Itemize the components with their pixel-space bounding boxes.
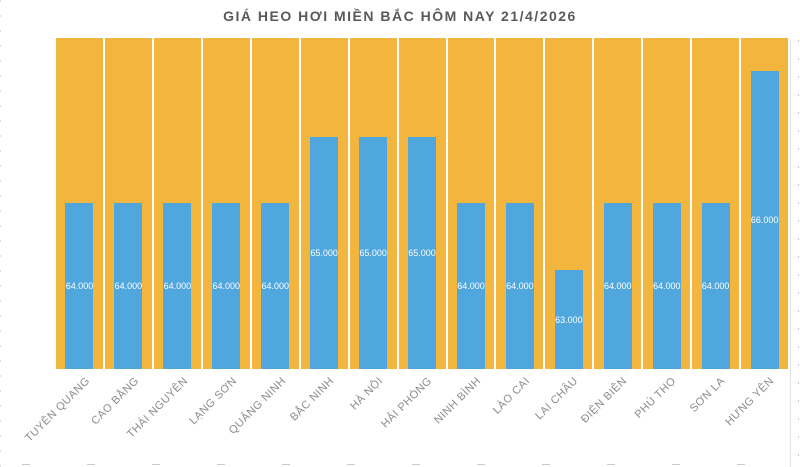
bar-value-label: 64.000 — [65, 281, 94, 291]
bar-7[interactable]: 65.000 — [408, 137, 437, 369]
bar-9[interactable]: 64.000 — [505, 203, 534, 369]
bar-value-label: 65.000 — [359, 248, 387, 258]
category-slot: 64.000 — [692, 38, 742, 369]
spreadsheet-gridline-right — [790, 40, 791, 467]
plot-area[interactable]: 64.000 64.000 64.000 64.000 64.000 65.000 65.0… — [56, 38, 788, 369]
bar-value-label: 63.000 — [555, 314, 583, 325]
x-axis-label: LAI CHÂU — [533, 375, 581, 423]
bar-11[interactable]: 64.000 — [603, 203, 632, 369]
bar-6[interactable]: 65.000 — [359, 137, 388, 369]
spreadsheet-gridline-marks-bottom — [0, 464, 800, 465]
category-slot: 64.000 — [643, 38, 693, 369]
x-axis-label: LÀO CAI — [490, 375, 533, 417]
bar-5[interactable]: 65.000 — [310, 137, 339, 369]
category-slot: 64.000 — [252, 38, 301, 369]
bar-value-label: 64.000 — [652, 281, 681, 291]
spreadsheet-gridline-marks-left — [0, 0, 1, 467]
x-axis-label: QUẢNG NINH — [226, 375, 289, 437]
x-axis-label: SƠN LA — [687, 375, 728, 415]
bar-value-label: 64.000 — [114, 281, 143, 291]
category-slot: 66.000 — [741, 38, 788, 369]
bar-value-label: 64.000 — [261, 281, 289, 291]
x-axis-label: HƯNG YÊN — [723, 375, 777, 429]
x-axis-label: ĐIỆN BIÊN — [578, 375, 630, 426]
bar-value-label: 64.000 — [604, 281, 632, 291]
category-slot: 64.000 — [105, 38, 154, 369]
category-slot: 64.000 — [594, 38, 644, 369]
bar-value-label: 64.000 — [506, 281, 534, 291]
bar-value-label: 65.000 — [408, 248, 436, 258]
bar-13[interactable]: 64.000 — [701, 203, 730, 369]
x-axis-label: BẮC NINH — [288, 375, 337, 424]
bar-4[interactable]: 64.000 — [261, 203, 290, 369]
bar-value-label: 64.000 — [457, 281, 485, 291]
bar-0[interactable]: 64.000 — [65, 203, 94, 369]
bar-3[interactable]: 64.000 — [212, 203, 241, 369]
category-slot: 63.000 — [545, 38, 595, 369]
x-axis-label: HÀ NỘI — [348, 375, 386, 413]
x-axis-label: NINH BÌNH — [432, 375, 484, 427]
x-axis-label: THÁI NGUYÊN — [124, 375, 191, 441]
bar-1[interactable]: 64.000 — [114, 203, 143, 369]
category-slot: 64.000 — [154, 38, 203, 369]
category-slot: 65.000 — [350, 38, 399, 369]
category-slot: 64.000 — [203, 38, 252, 369]
bar-2[interactable]: 64.000 — [163, 203, 192, 369]
x-axis-label: LẠNG SƠN — [187, 375, 240, 428]
category-slot: 65.000 — [301, 38, 350, 369]
bar-14[interactable]: 66.000 — [750, 71, 779, 369]
bar-10[interactable]: 63.000 — [554, 270, 583, 369]
bar-value-label: 66.000 — [750, 215, 779, 225]
chart-title: GIÁ HEO HƠI MIỀN BẮC HÔM NAY 21/4/2026 — [223, 8, 577, 24]
x-axis-label: PHÚ THỌ — [632, 375, 679, 421]
bar-12[interactable]: 64.000 — [652, 203, 681, 369]
category-slot: 64.000 — [448, 38, 497, 369]
bar-value-label: 64.000 — [163, 281, 192, 291]
bar-8[interactable]: 64.000 — [456, 203, 485, 369]
category-slot: 64.000 — [56, 38, 105, 369]
bar-value-label: 64.000 — [212, 281, 241, 291]
x-axis-label: TUYÊN QUANG — [23, 375, 93, 445]
x-axis-label: HẢI PHÒNG — [379, 375, 435, 431]
bar-value-label: 64.000 — [701, 281, 730, 291]
category-slot: 65.000 — [399, 38, 448, 369]
x-axis-label: CAO BẰNG — [89, 375, 142, 428]
category-slot: 64.000 — [496, 38, 546, 369]
spreadsheet-gridline-marks-right — [798, 40, 799, 467]
bar-value-label: 65.000 — [310, 248, 338, 258]
